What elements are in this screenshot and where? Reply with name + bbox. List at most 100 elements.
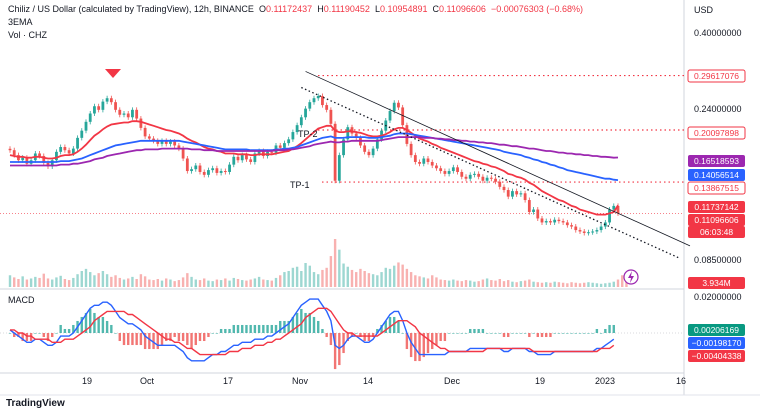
candle-body bbox=[93, 106, 96, 114]
ema-indicator-label[interactable]: 3EMA bbox=[8, 17, 33, 27]
candle bbox=[595, 227, 599, 235]
candle bbox=[295, 122, 299, 135]
macd-histogram-bar bbox=[241, 324, 244, 333]
macd-histogram-bar bbox=[578, 333, 582, 334]
volume-bar bbox=[169, 279, 172, 287]
volume-bar bbox=[63, 279, 67, 287]
candle bbox=[321, 93, 324, 108]
macd-histogram-bar bbox=[215, 333, 219, 334]
tradingview-logo[interactable]: TradingView bbox=[6, 398, 65, 409]
macd-histogram-bar bbox=[464, 333, 468, 334]
macd-histogram-bar bbox=[528, 333, 531, 338]
macd-histogram-bar bbox=[519, 333, 523, 334]
volume-bar bbox=[367, 273, 371, 287]
volume-bar bbox=[156, 279, 159, 287]
macd-histogram-bar bbox=[270, 324, 273, 333]
macd-histogram-bar bbox=[409, 333, 413, 358]
candle-body bbox=[232, 156, 236, 165]
symbol-title[interactable]: Chiliz / US Dollar (calculated by Tradin… bbox=[8, 4, 254, 14]
candle-body bbox=[207, 170, 210, 175]
macd-histogram-bar bbox=[127, 333, 130, 346]
candle bbox=[430, 159, 434, 169]
ema-line-ema-fast bbox=[9, 120, 619, 216]
candle-body bbox=[544, 221, 548, 223]
macd-indicator-label[interactable]: MACD bbox=[8, 295, 35, 305]
volume-bar bbox=[228, 280, 231, 287]
macd-histogram-bar bbox=[414, 333, 417, 362]
macd-histogram-bar bbox=[333, 333, 337, 370]
x-tick-label: Nov bbox=[292, 376, 309, 386]
volume-bar bbox=[528, 279, 531, 287]
candle bbox=[88, 111, 92, 125]
candle-body bbox=[392, 102, 396, 112]
volume-bar bbox=[409, 272, 413, 287]
candle-body bbox=[413, 155, 417, 162]
candle-body bbox=[473, 173, 476, 175]
volume-bar bbox=[279, 275, 282, 287]
macd-histogram-bar bbox=[355, 333, 358, 334]
volume-bar bbox=[376, 275, 379, 287]
svg-text:−0.00198170: −0.00198170 bbox=[692, 338, 742, 348]
macd-histogram-bar bbox=[435, 333, 438, 346]
macd-histogram-bar bbox=[165, 333, 168, 342]
candle bbox=[544, 218, 548, 225]
macd-histogram-bar bbox=[473, 328, 476, 333]
volume-indicator-label[interactable]: Vol · CHZ bbox=[8, 30, 48, 40]
volume-bar bbox=[287, 271, 290, 287]
volume-bar bbox=[55, 277, 58, 287]
volume-bar bbox=[574, 282, 577, 287]
macd-histogram-bar bbox=[139, 333, 143, 346]
y-tick-label: 0.08500000 bbox=[694, 255, 742, 265]
candle bbox=[540, 215, 544, 225]
macd-histogram-bar bbox=[274, 324, 278, 333]
svg-text:0.11096606: 0.11096606 bbox=[694, 215, 739, 225]
price-badge: 0.11096606 bbox=[688, 214, 745, 226]
volume-bar bbox=[80, 271, 83, 287]
candle bbox=[249, 156, 253, 165]
macd-histogram-bar bbox=[25, 333, 29, 342]
candle-body bbox=[346, 127, 350, 140]
macd-histogram-bar bbox=[300, 308, 303, 333]
svg-text:0.11737142: 0.11737142 bbox=[694, 202, 739, 212]
volume-bar bbox=[612, 281, 615, 287]
macd-badge: 0.00206169 bbox=[688, 324, 745, 336]
macd-histogram-bar bbox=[498, 333, 501, 334]
candle bbox=[202, 169, 206, 178]
candle-body bbox=[451, 167, 455, 172]
candle bbox=[291, 129, 295, 142]
x-tick-label: 19 bbox=[535, 376, 545, 386]
volume-bar bbox=[34, 276, 37, 287]
candle-body bbox=[502, 186, 506, 191]
candle bbox=[312, 95, 316, 105]
volume-bar bbox=[393, 265, 396, 287]
volume-bar bbox=[160, 280, 164, 287]
svg-text:0.14056514: 0.14056514 bbox=[694, 170, 739, 180]
candle-body bbox=[561, 221, 565, 223]
candle-body bbox=[316, 96, 320, 99]
macd-histogram-bar bbox=[511, 333, 514, 334]
candle bbox=[439, 165, 443, 174]
sell-signal-marker bbox=[105, 69, 121, 78]
candle bbox=[397, 100, 400, 110]
candle-body bbox=[88, 113, 92, 122]
price-badge: 06:03:48 bbox=[688, 226, 745, 238]
volume-bar bbox=[388, 268, 392, 287]
candle-body bbox=[131, 109, 134, 118]
svg-text:−0.00404338: −0.00404338 bbox=[692, 351, 742, 361]
candle bbox=[194, 163, 198, 172]
candle bbox=[342, 136, 345, 158]
candle-body bbox=[447, 171, 451, 174]
volume-bar bbox=[540, 282, 544, 287]
volume-bar bbox=[477, 281, 480, 287]
volume-bar bbox=[190, 276, 193, 287]
volume-bar bbox=[616, 279, 620, 287]
candle bbox=[418, 159, 421, 167]
volume-bar bbox=[519, 281, 523, 287]
candle bbox=[460, 169, 464, 180]
macd-histogram-bar bbox=[426, 333, 430, 354]
macd-histogram-bar bbox=[8, 333, 12, 334]
volume-bar bbox=[435, 277, 438, 287]
candle bbox=[105, 95, 109, 105]
volume-bar bbox=[253, 278, 257, 287]
